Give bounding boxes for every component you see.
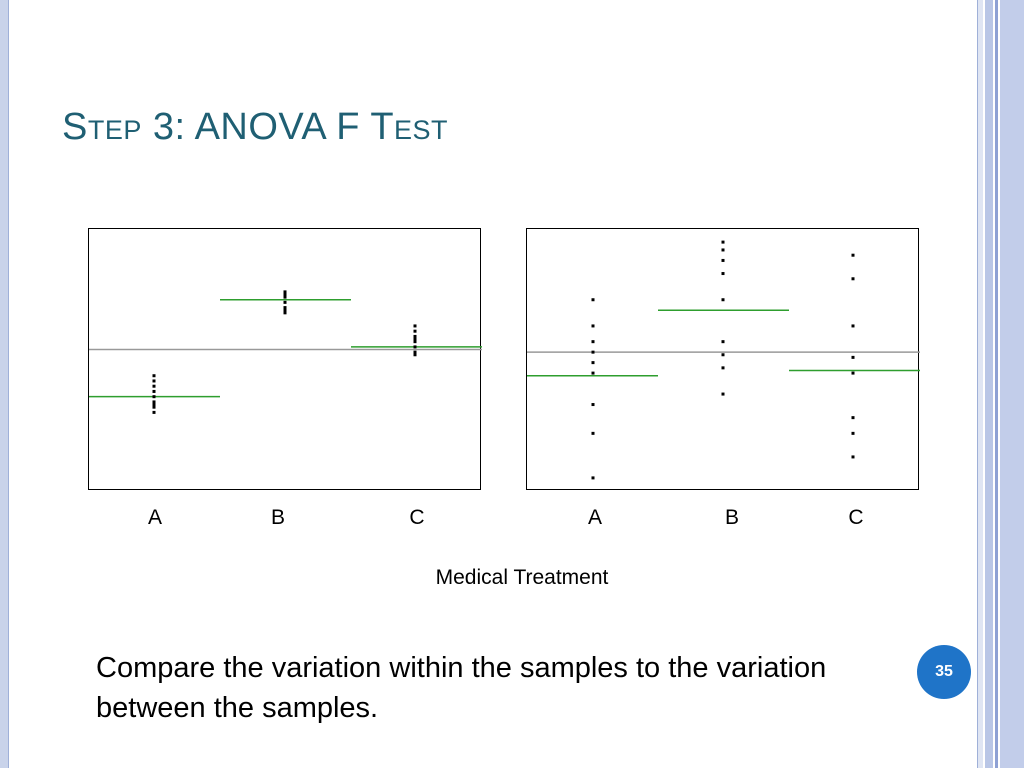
data-point xyxy=(591,340,595,344)
data-point xyxy=(591,403,595,407)
data-point xyxy=(851,324,855,328)
x-tick-label: A xyxy=(147,506,162,529)
page-number-badge: 35 xyxy=(917,645,971,699)
data-point xyxy=(152,403,156,407)
data-point xyxy=(591,476,595,480)
data-point xyxy=(283,300,287,304)
data-point xyxy=(283,295,287,299)
data-point xyxy=(283,311,287,315)
chart-right-svg xyxy=(527,240,920,480)
x-tick-label: B xyxy=(270,506,285,529)
data-point xyxy=(721,258,725,262)
data-point xyxy=(591,371,595,375)
data-point xyxy=(413,329,417,333)
data-point xyxy=(152,389,156,393)
right-frame-stripes xyxy=(977,0,1024,768)
data-point xyxy=(591,298,595,302)
data-point xyxy=(721,366,725,370)
data-point xyxy=(413,350,417,354)
data-point xyxy=(851,355,855,359)
chart-panel-right xyxy=(526,228,920,490)
data-point xyxy=(591,361,595,365)
data-point xyxy=(413,353,417,357)
x-tick-label: C xyxy=(409,506,425,529)
data-point xyxy=(152,384,156,388)
left-frame-stripe xyxy=(0,0,9,768)
data-point xyxy=(721,340,725,344)
slide-title: Step 3: ANOVA F Test xyxy=(62,106,449,148)
data-point xyxy=(152,374,156,378)
chart-panel-left xyxy=(88,228,482,490)
data-point xyxy=(152,400,156,404)
data-point xyxy=(413,334,417,338)
data-point xyxy=(591,324,595,328)
data-point xyxy=(851,455,855,459)
data-point xyxy=(851,277,855,281)
data-point xyxy=(851,416,855,420)
data-point xyxy=(413,324,417,328)
data-point xyxy=(283,306,287,310)
x-tick-label: B xyxy=(724,506,739,529)
data-point xyxy=(152,405,156,409)
data-point xyxy=(413,345,417,349)
data-point xyxy=(152,379,156,383)
x-tick-label: C xyxy=(848,506,864,529)
data-point xyxy=(851,431,855,435)
x-tick-label: A xyxy=(587,506,602,529)
data-point xyxy=(283,290,287,294)
data-point xyxy=(851,253,855,257)
data-point xyxy=(721,353,725,357)
data-point xyxy=(721,298,725,302)
data-point xyxy=(851,371,855,375)
data-point xyxy=(591,431,595,435)
chart-left-svg xyxy=(89,290,482,414)
data-point xyxy=(413,337,417,341)
data-point xyxy=(721,272,725,276)
data-point xyxy=(152,410,156,414)
data-point xyxy=(721,240,725,244)
data-point xyxy=(721,392,725,396)
data-point xyxy=(283,308,287,312)
data-point xyxy=(152,395,156,399)
data-point xyxy=(721,248,725,252)
data-point xyxy=(283,293,287,296)
slide-body-text: Compare the variation within the samples… xyxy=(96,652,827,724)
data-point xyxy=(591,350,595,354)
x-axis-label: Medical Treatment xyxy=(435,566,609,589)
data-point xyxy=(413,340,417,344)
